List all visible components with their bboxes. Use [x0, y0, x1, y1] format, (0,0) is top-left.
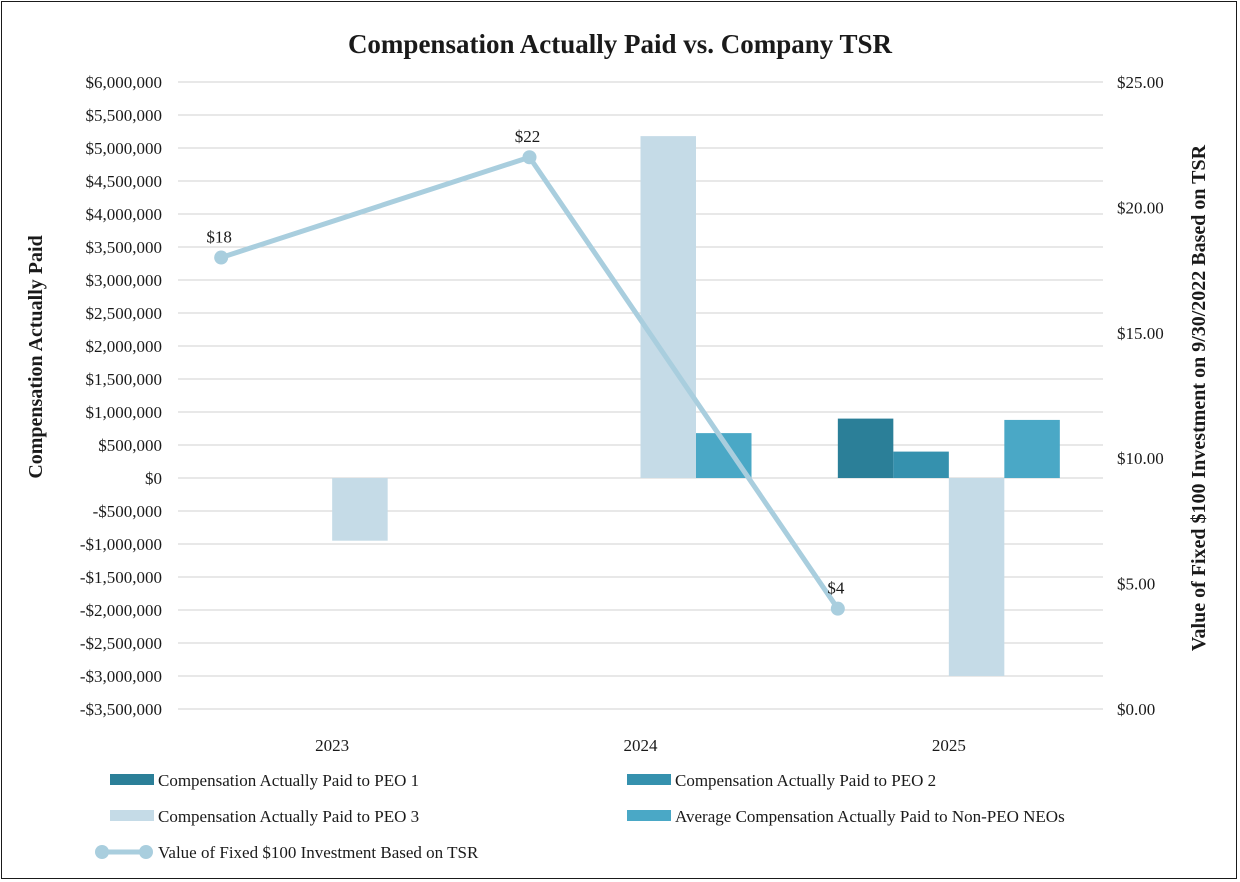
legend-swatch: [110, 810, 154, 821]
y2-tick-label: $0.00: [1117, 700, 1155, 719]
y-tick-label: $3,500,000: [86, 238, 163, 257]
y-tick-label: $0: [145, 469, 162, 488]
x-axis-ticks: 2023 2024 2025: [315, 736, 966, 755]
y-tick-label: $6,000,000: [86, 73, 163, 92]
tsr-point: [214, 250, 229, 265]
bar-1-2025: [837, 418, 894, 478]
legend: Compensation Actually Paid to PEO 1 Compe…: [95, 771, 1065, 862]
y2-tick-label: $5.00: [1117, 575, 1155, 594]
legend-swatch: [627, 810, 671, 821]
tsr-data-label: $4: [827, 579, 845, 598]
y-tick-label: $2,500,000: [86, 304, 163, 323]
y2-tick-label: $25.00: [1117, 73, 1164, 92]
legend-label: Average Compensation Actually Paid to No…: [675, 807, 1065, 826]
x-tick-label: 2025: [932, 736, 966, 755]
legend-swatch: [110, 774, 154, 785]
y-tick-label: $3,000,000: [86, 271, 163, 290]
right-axis-ticks: $25.00 $20.00 $15.00 $10.00 $5.00 $0.00: [1117, 73, 1164, 719]
y-tick-label: $5,500,000: [86, 106, 163, 125]
y-tick-label: -$500,000: [93, 502, 162, 521]
y-tick-label: -$3,000,000: [80, 667, 162, 686]
y-tick-label: -$2,500,000: [80, 634, 162, 653]
bar-3-2024: [640, 136, 696, 478]
legend-label: Compensation Actually Paid to PEO 3: [158, 807, 419, 826]
y-tick-label: $5,000,000: [86, 139, 163, 158]
y-tick-label: $500,000: [98, 436, 162, 455]
y2-tick-label: $10.00: [1117, 449, 1164, 468]
bar-2-2025: [893, 451, 949, 478]
bar-3-2025: [948, 478, 1005, 676]
tsr-point: [522, 150, 537, 165]
bar-4-2025: [1004, 419, 1060, 478]
x-tick-label: 2024: [624, 736, 659, 755]
legend-swatch: [627, 774, 671, 785]
y2-tick-label: $15.00: [1117, 324, 1164, 343]
tsr-line-path: [220, 154, 840, 611]
y-tick-label: $1,500,000: [86, 370, 163, 389]
tsr-line: $18 $22 $4: [206, 127, 845, 616]
y2-tick-label: $20.00: [1117, 198, 1164, 217]
legend-label: Value of Fixed $100 Investment Based on …: [158, 843, 479, 862]
y-tick-label: $4,000,000: [86, 205, 163, 224]
y-tick-label: $4,500,000: [86, 172, 163, 191]
legend-line-marker: [95, 845, 109, 859]
x-tick-label: 2023: [315, 736, 349, 755]
y-tick-label: -$3,500,000: [80, 700, 162, 719]
tsr-data-label: $18: [206, 228, 232, 247]
y2-axis-label: Value of Fixed $100 Investment on 9/30/2…: [1188, 144, 1210, 651]
legend-line-marker: [139, 845, 153, 859]
tsr-point: [830, 601, 845, 616]
y-axis-label: Compensation Actually Paid: [25, 235, 47, 478]
bar-3-2023: [332, 478, 388, 541]
y-tick-label: $2,000,000: [86, 337, 163, 356]
legend-label: Compensation Actually Paid to PEO 1: [158, 771, 419, 790]
bars: [332, 136, 1060, 676]
chart-title: Compensation Actually Paid vs. Company T…: [348, 29, 893, 59]
y-tick-label: $1,000,000: [86, 403, 163, 422]
y-tick-label: -$1,500,000: [80, 568, 162, 587]
tsr-data-label: $22: [515, 127, 541, 146]
legend-label: Compensation Actually Paid to PEO 2: [675, 771, 936, 790]
left-axis-ticks: $6,000,000 $5,500,000 $5,000,000 $4,500,000…: [80, 73, 162, 719]
y-tick-label: -$2,000,000: [80, 601, 162, 620]
y-tick-label: -$1,000,000: [80, 535, 162, 554]
